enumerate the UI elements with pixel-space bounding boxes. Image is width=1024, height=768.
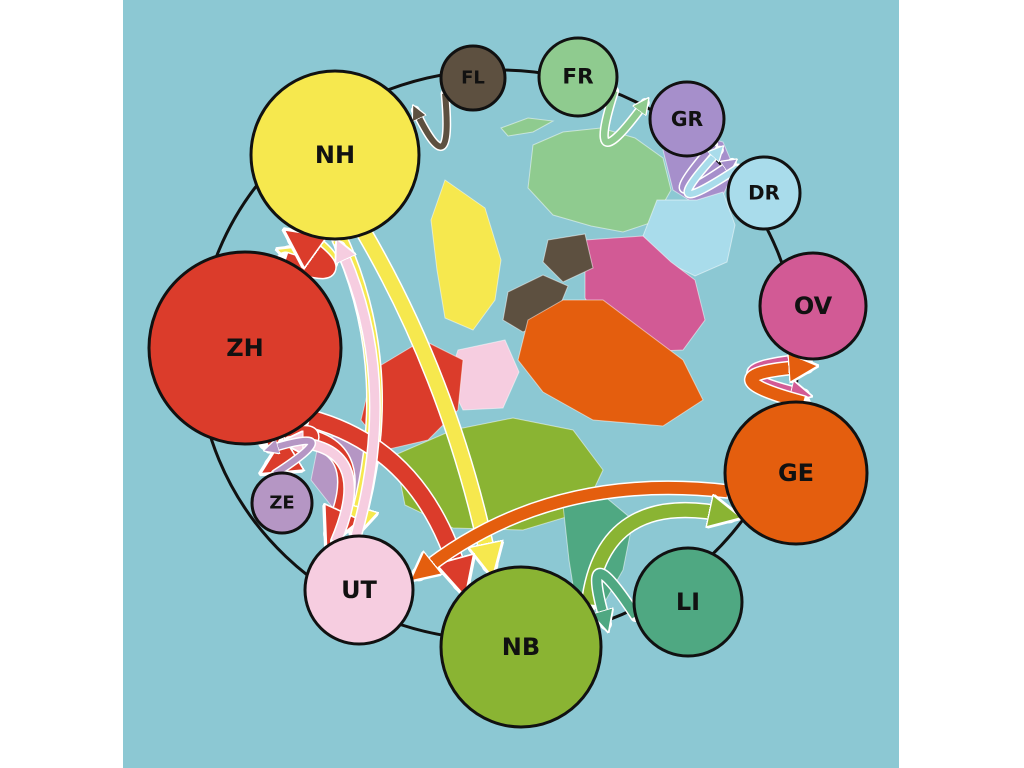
node-label-nb: NB: [502, 633, 540, 661]
node-label-gr: GR: [671, 107, 704, 131]
flow-arrow-zh-nh: [286, 238, 336, 278]
node-label-ze: ZE: [269, 493, 294, 514]
map-region-ge: [517, 299, 704, 427]
node-nb: NB: [439, 565, 603, 729]
node-circle-dr: [726, 155, 802, 231]
diagram-panel: NH ZH UT NB GE LI ZE FL FR GR DR OV: [123, 0, 899, 768]
map-region-nh: [430, 179, 502, 331]
flow-arrows: [267, 86, 807, 625]
node-nh: NH: [249, 69, 421, 241]
node-ut: UT: [303, 534, 415, 646]
flow-arrow-nh-nb: [358, 230, 490, 565]
flow-arrow-fr-gr: [600, 90, 645, 146]
flow-arrow-li-nb: [597, 569, 640, 625]
node-circle-li: [632, 546, 744, 658]
node-fl: FL: [439, 44, 507, 112]
flow-arrow-gr-dr: [680, 142, 732, 193]
node-circle-ze: [250, 471, 314, 535]
node-fr: FR: [537, 36, 619, 118]
map-region-fl: [542, 233, 594, 283]
node-circle-gr: [648, 80, 726, 158]
node-circle-nh: [249, 69, 421, 241]
node-ge: GE: [723, 400, 869, 546]
flow-diagram: NH ZH UT NB GE LI ZE FL FR GR DR OV: [123, 0, 899, 768]
node-circle-ut: [303, 534, 415, 646]
node-label-fl: FL: [461, 68, 485, 89]
node-label-dr: DR: [748, 182, 780, 205]
node-label-ov: OV: [794, 292, 833, 320]
node-label-ge: GE: [778, 459, 814, 487]
node-circle-fr: [537, 36, 619, 118]
map-regions: [310, 117, 736, 613]
flow-arrow-ze-zh: [269, 437, 315, 477]
node-dr: DR: [726, 155, 802, 231]
node-circle-fl: [439, 44, 507, 112]
flow-arrow-ut-nh: [340, 247, 380, 538]
province-nodes: NH ZH UT NB GE LI ZE FL FR GR DR OV: [147, 36, 869, 729]
node-ze: ZE: [250, 471, 314, 535]
node-label-li: LI: [676, 588, 700, 616]
node-label-fr: FR: [562, 65, 594, 90]
node-label-zh: ZH: [226, 334, 264, 362]
node-label-ut: UT: [341, 576, 377, 604]
node-li: LI: [632, 546, 744, 658]
node-gr: GR: [648, 80, 726, 158]
node-circle-ge: [723, 400, 869, 546]
flow-arrow-dr-gr: [684, 150, 740, 197]
map-region-fr-island: [500, 117, 555, 137]
flow-arrow-ge-ut: [419, 481, 729, 574]
node-zh: ZH: [147, 250, 343, 446]
node-circle-nb: [439, 565, 603, 729]
node-circle-ov: [758, 251, 868, 361]
node-circle-zh: [147, 250, 343, 446]
flow-arrow-fl-nh: [415, 93, 450, 150]
flow-arrow-ge-ov: [745, 367, 807, 409]
node-ov: OV: [758, 251, 868, 361]
node-label-nh: NH: [315, 141, 355, 169]
